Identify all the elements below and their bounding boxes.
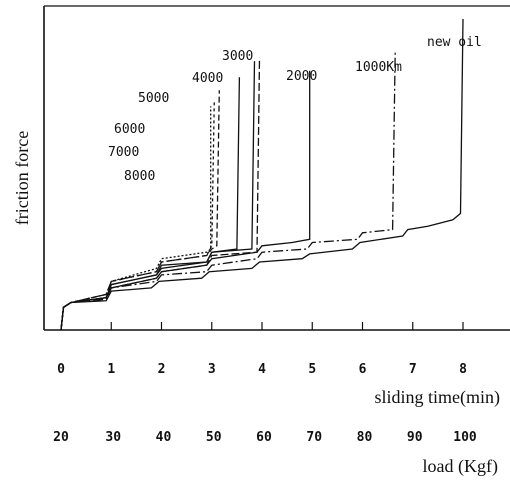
series-line-new-oil (60, 18, 464, 331)
y-axis-label: friction force (12, 131, 32, 225)
series-label: new oil (427, 35, 482, 50)
x-tick-label-time: 5 (308, 362, 316, 377)
series-lines (60, 18, 464, 331)
x-tick-label-time: 1 (107, 362, 115, 377)
x-tick-label-time: 2 (158, 362, 166, 377)
series-label: 1000Km (355, 60, 402, 75)
axes (43, 5, 510, 331)
series-line-2000 (60, 70, 311, 331)
x-tick-label-time: 3 (208, 362, 216, 377)
x-axis-label-load: load (Kgf) (423, 456, 498, 477)
x-tick-label-time: 0 (57, 362, 65, 377)
x-tick-label-load: 40 (156, 430, 172, 445)
x-tick-label-load: 70 (306, 430, 322, 445)
x-tick-label-load: 100 (453, 430, 477, 445)
x-tick-label-load: 20 (53, 430, 69, 445)
series-label: 4000 (192, 71, 223, 86)
x-tick-label-time: 4 (258, 362, 266, 377)
series-label: 7000 (108, 145, 139, 160)
x-tick-label-load: 50 (206, 430, 222, 445)
x-tick-label-load: 30 (105, 430, 121, 445)
x-tick-label-time: 8 (459, 362, 467, 377)
series-labels: new oil 1000Km 2000 3000 4000 5000 6000 7000 800… (108, 35, 482, 184)
series-label: 8000 (124, 169, 155, 184)
x-tick-label-time: 7 (409, 362, 417, 377)
series-label: 3000 (222, 49, 253, 64)
series-label: 6000 (114, 122, 145, 137)
x-tick-label-load: 80 (357, 430, 373, 445)
series-line-1000km (60, 51, 396, 331)
x-axis-label-time: sliding time(min) (375, 387, 501, 408)
x-tick-label-time: 6 (359, 362, 367, 377)
series-line-7000 (60, 99, 215, 331)
x-tick-label-load: 60 (256, 430, 272, 445)
series-label: 5000 (138, 91, 169, 106)
x-tick-label-load: 90 (407, 430, 423, 445)
tick-labels: 0 1 2 3 4 5 6 7 8 20 30 40 50 60 70 80 90 100 (53, 322, 477, 445)
series-line-8000 (60, 106, 212, 331)
series-label: 2000 (286, 69, 317, 84)
series-line-5000 (60, 77, 241, 331)
